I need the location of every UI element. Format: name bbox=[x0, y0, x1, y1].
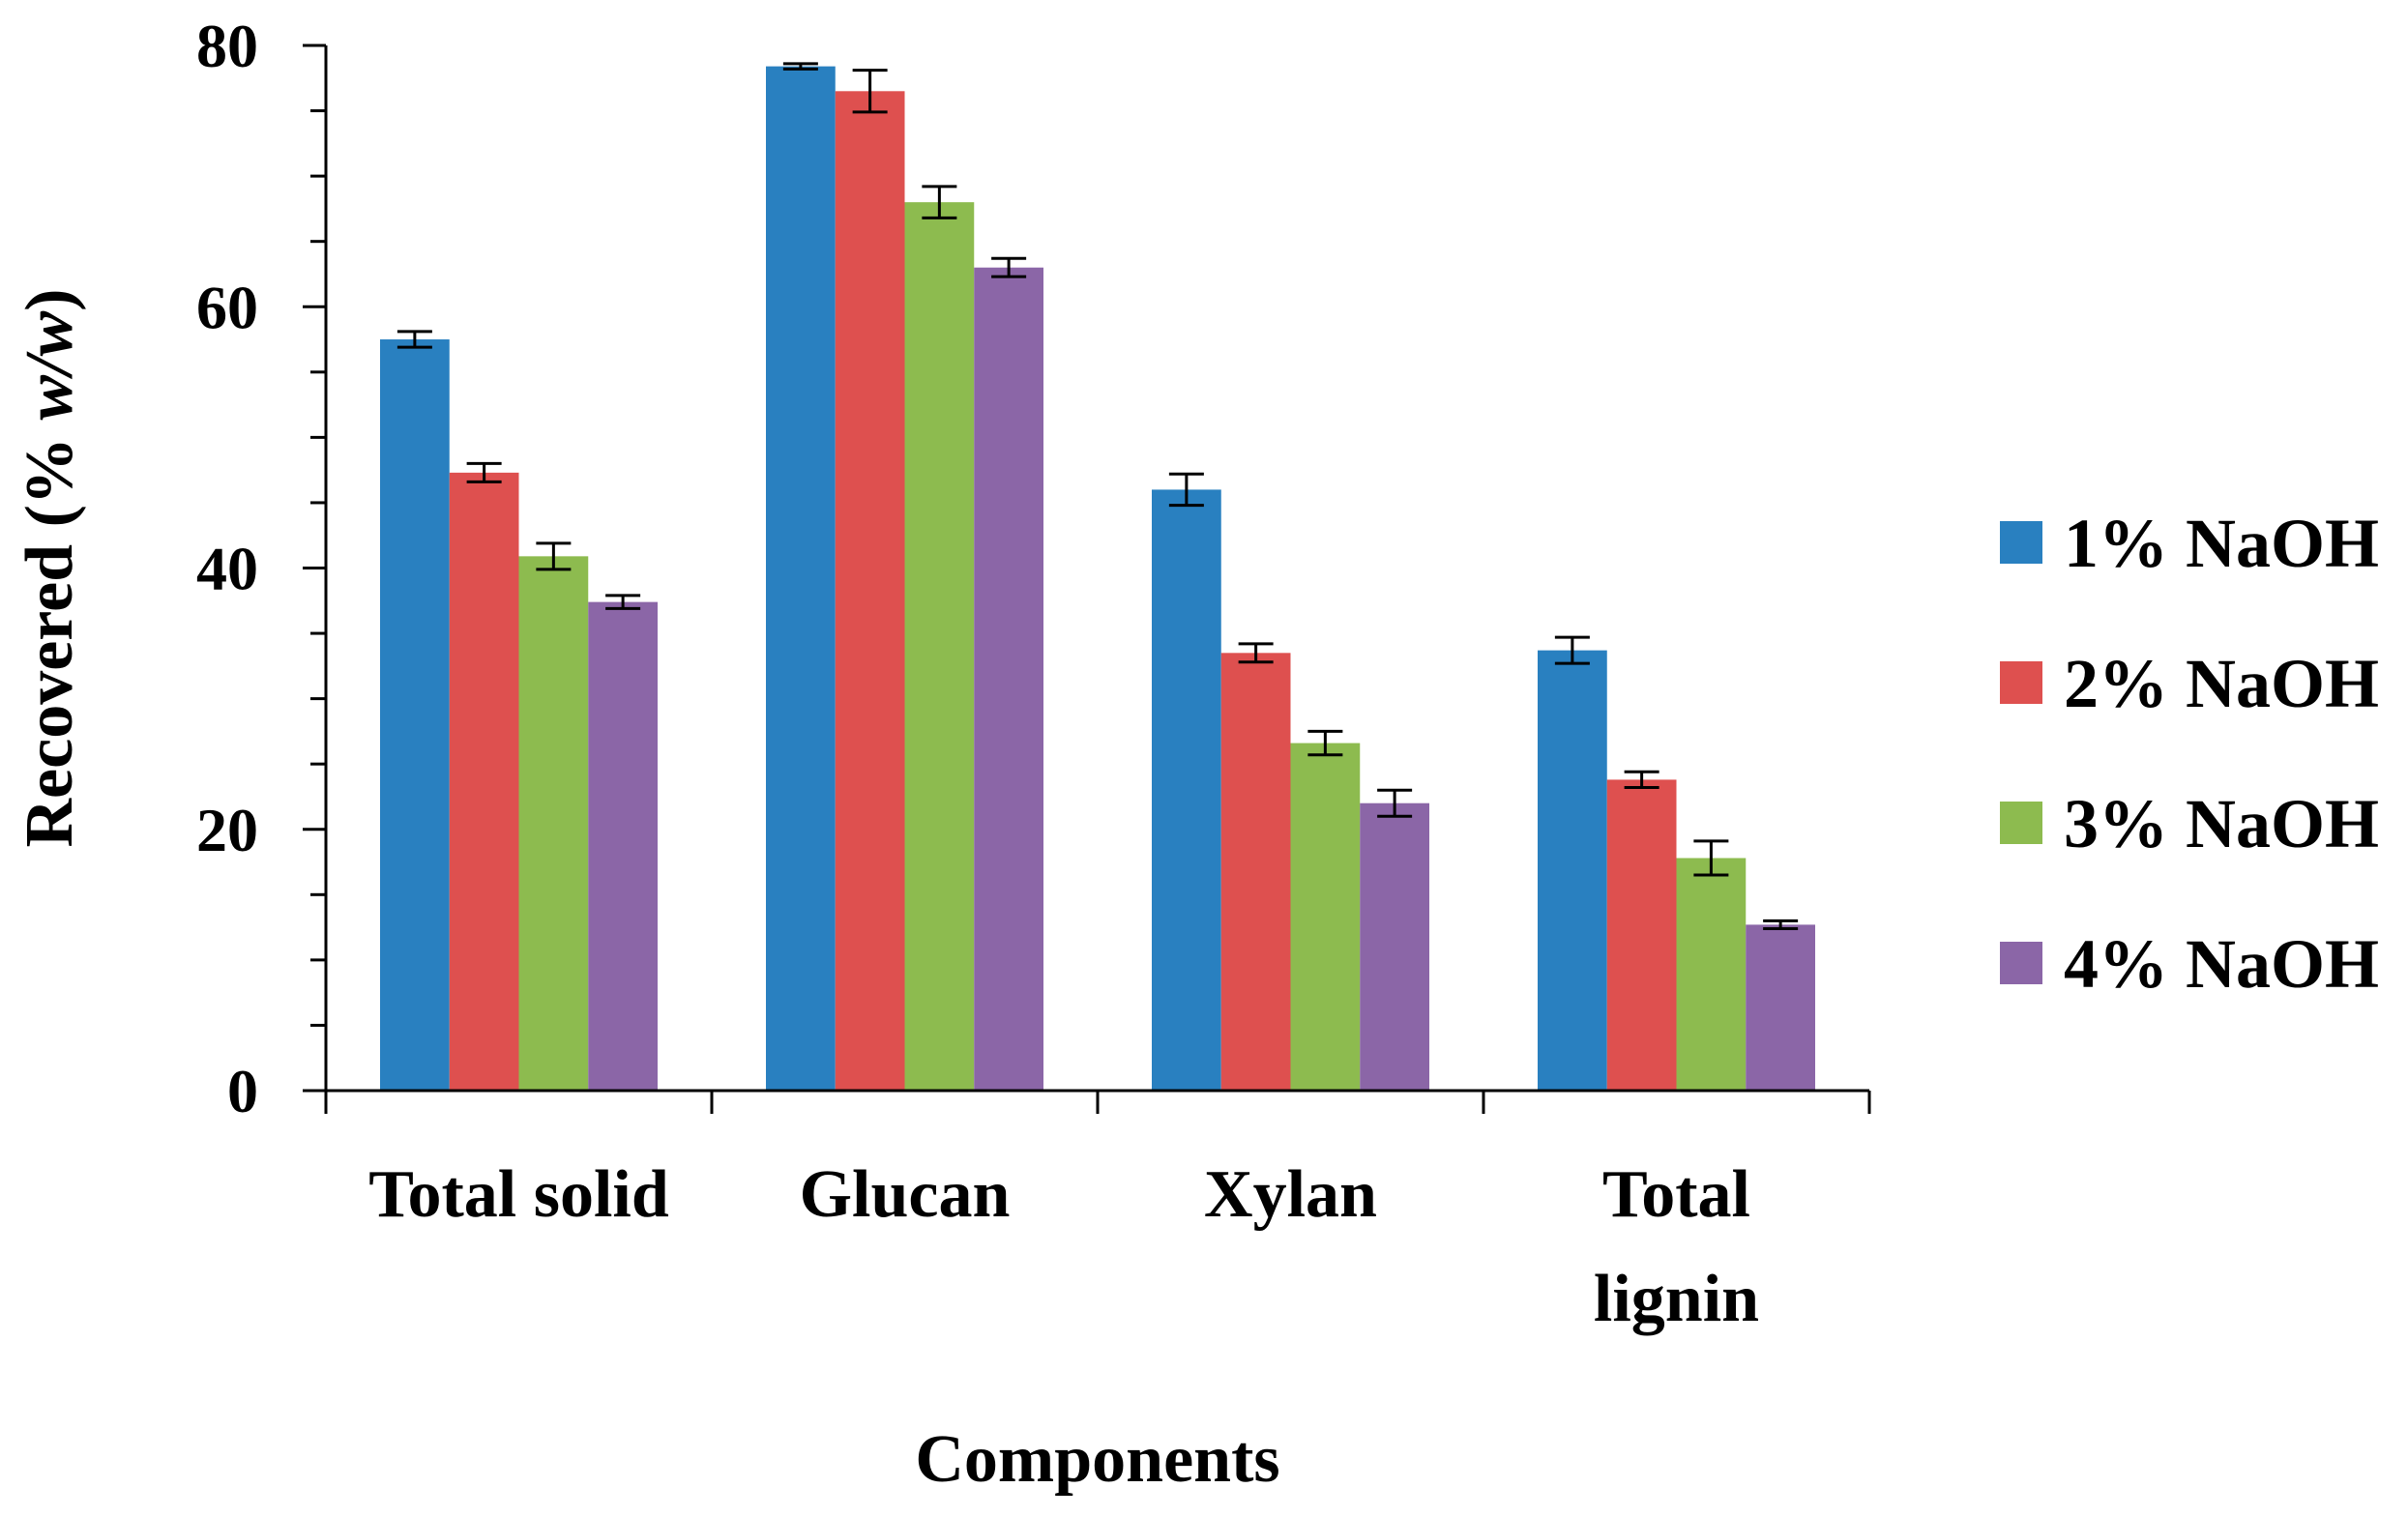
bar bbox=[1538, 650, 1607, 1091]
bar bbox=[380, 339, 450, 1091]
plot-area bbox=[380, 62, 1815, 1092]
bar bbox=[1220, 653, 1291, 1091]
bar bbox=[1152, 489, 1221, 1091]
y-tick-label: 40 bbox=[196, 535, 258, 603]
x-tick-label: Total bbox=[1602, 1157, 1750, 1232]
legend-label: 2% NaOH bbox=[2064, 645, 2379, 722]
y-tick-label: 60 bbox=[196, 273, 258, 341]
y-tick-label: 20 bbox=[196, 796, 258, 864]
bar bbox=[588, 601, 658, 1091]
y-axis-title-close: ) bbox=[13, 288, 87, 310]
y-axis-title-main: Recovered (% bbox=[13, 421, 87, 848]
x-tick-label: Glucan bbox=[800, 1157, 1011, 1232]
x-axis-title: Components bbox=[915, 1422, 1279, 1497]
legend-label: 4% NaOH bbox=[2064, 925, 2379, 1003]
axis-labels: Components Recovered (% w/w) bbox=[13, 288, 1280, 1497]
axes: 0 20 40 60 80 Total solid Glucan Xylan Total lign… bbox=[196, 12, 1871, 1336]
bar bbox=[518, 556, 589, 1091]
y-axis-title: Recovered (% w/w) bbox=[13, 288, 87, 847]
bar bbox=[1290, 743, 1361, 1091]
y-axis-title-unit: w/w bbox=[13, 310, 87, 420]
bar bbox=[1746, 924, 1815, 1091]
y-tick-label: 80 bbox=[196, 12, 258, 80]
legend-swatch bbox=[2000, 802, 2042, 844]
bar bbox=[974, 267, 1043, 1091]
legend-label: 1% NaOH bbox=[2064, 505, 2379, 582]
bar bbox=[1360, 802, 1429, 1091]
y-tick-label: 0 bbox=[227, 1057, 258, 1125]
x-tick-label: Xylan bbox=[1204, 1157, 1377, 1232]
bar bbox=[449, 472, 519, 1091]
legend-swatch bbox=[2000, 521, 2042, 564]
bar bbox=[766, 66, 836, 1092]
x-tick-label: Total solid bbox=[368, 1157, 669, 1232]
bar bbox=[1676, 858, 1747, 1091]
bar bbox=[1606, 779, 1677, 1091]
legend-swatch bbox=[2000, 942, 2042, 984]
legend: 1% NaOH 2% NaOH 3% NaOH 4% NaOH bbox=[2000, 505, 2379, 1003]
bar bbox=[835, 91, 905, 1092]
bar bbox=[904, 202, 975, 1091]
legend-swatch bbox=[2000, 661, 2042, 704]
x-tick-label: lignin bbox=[1594, 1262, 1759, 1336]
legend-label: 3% NaOH bbox=[2064, 785, 2379, 862]
